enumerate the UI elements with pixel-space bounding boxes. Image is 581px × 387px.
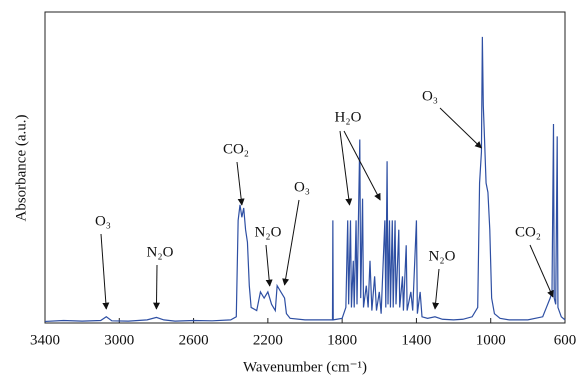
spectrum-line xyxy=(44,36,566,323)
annotation-arrow xyxy=(153,264,161,310)
annotation-label: H₂O xyxy=(335,109,362,125)
annotation-arrow xyxy=(343,130,381,201)
annotation-label: N₂O xyxy=(255,224,282,240)
x-axis-label: Wavenumber (cm⁻¹) xyxy=(243,359,367,375)
plot-frame xyxy=(44,11,566,324)
x-tick-label: 1800 xyxy=(327,332,357,348)
annotation-arrow xyxy=(439,107,482,149)
x-tick-label: 1400 xyxy=(401,332,431,348)
annotation-label: CO₂ xyxy=(515,224,541,240)
annotation-label: CO₂ xyxy=(223,141,249,157)
annotation-arrow xyxy=(339,130,353,206)
annotation-label: N₂O xyxy=(429,248,456,264)
y-axis-label: Absorbance (a.u.) xyxy=(13,114,29,221)
annotation-arrow xyxy=(529,244,554,298)
x-tick-label: 2200 xyxy=(253,332,283,348)
x-tick-label: 600 xyxy=(554,332,577,348)
annotation-arrow xyxy=(100,233,110,310)
annotation-arrow xyxy=(432,268,440,310)
annotation-label: O₃ xyxy=(422,88,438,104)
x-tick-label: 1000 xyxy=(476,332,506,348)
annotation-arrow xyxy=(282,199,300,286)
annotation-arrow xyxy=(236,161,245,206)
annotation-label: N₂O xyxy=(147,244,174,260)
x-tick-label: 3400 xyxy=(30,332,60,348)
annotation-arrow xyxy=(265,244,273,287)
x-tick-label: 2600 xyxy=(179,332,209,348)
annotation-label: O₃ xyxy=(294,179,310,195)
annotation-label: O₃ xyxy=(95,213,111,229)
x-tick-label: 3000 xyxy=(104,332,134,348)
